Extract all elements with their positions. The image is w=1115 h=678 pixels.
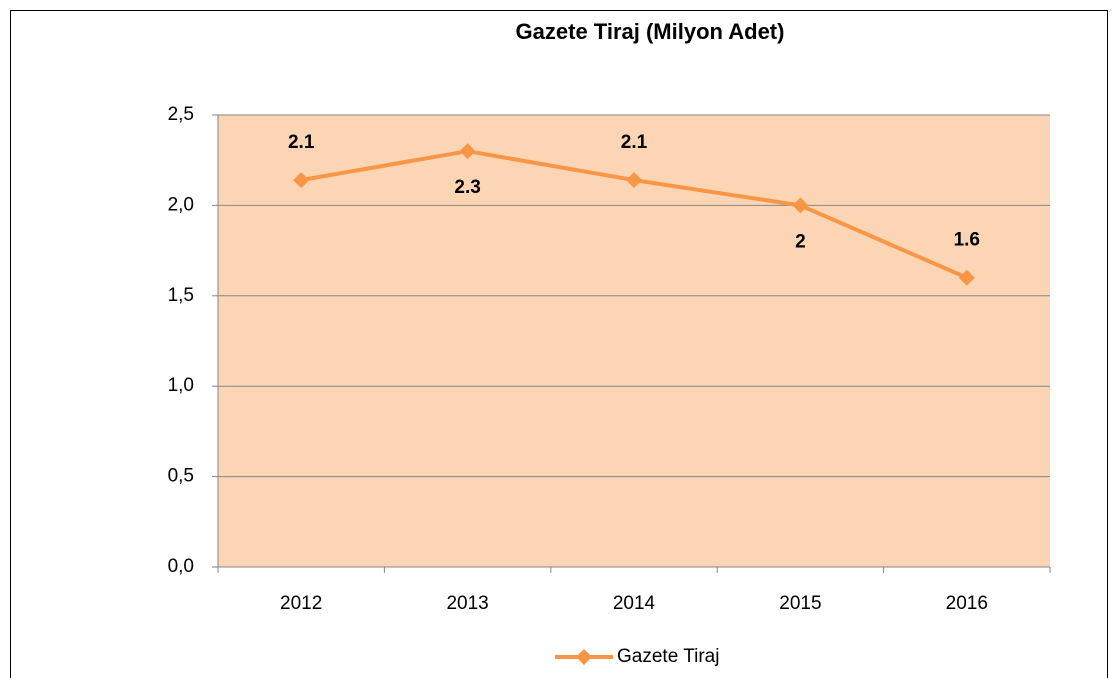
data-point (626, 172, 642, 189)
y-tick-label: 0,5 (168, 466, 194, 487)
data-point (293, 172, 310, 189)
data-label: 1.6 (954, 230, 980, 251)
data-point (792, 197, 809, 214)
plot-area (218, 115, 1050, 567)
x-tick-label: 2015 (779, 593, 821, 614)
legend-marker (576, 649, 592, 665)
x-tick-label: 2016 (946, 593, 988, 614)
data-label: 2.1 (288, 132, 315, 153)
legend-label: Gazete Tiraj (617, 646, 719, 667)
x-tick-label: 2013 (446, 593, 488, 614)
data-label: 2.1 (621, 132, 648, 153)
y-tick-label: 1,0 (168, 375, 194, 396)
x-tick-label: 2014 (613, 593, 656, 614)
y-tick-label: 2,0 (168, 194, 194, 215)
data-label: 2 (795, 231, 806, 252)
data-label: 2.3 (454, 177, 480, 198)
data-point (958, 269, 975, 286)
y-tick-label: 0,0 (168, 556, 194, 577)
y-tick-label: 1,5 (168, 285, 194, 306)
chart-title: Gazete Tiraj (Milyon Adet) (516, 19, 785, 44)
y-tick-label: 2,5 (168, 104, 194, 125)
x-tick-label: 2012 (280, 593, 322, 614)
data-point (459, 143, 476, 160)
